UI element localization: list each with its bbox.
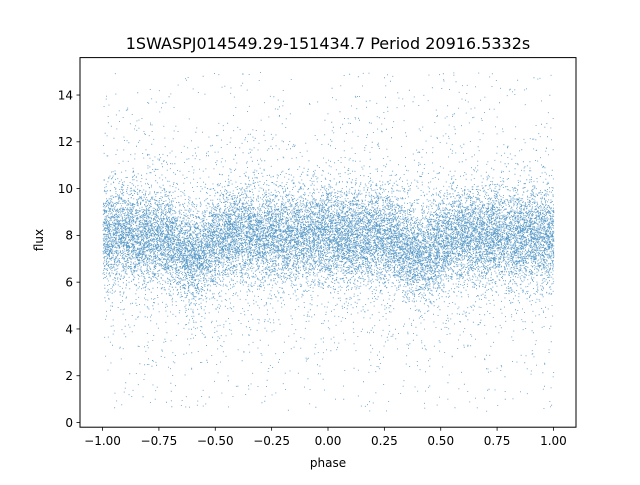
x-tick-label: −0.75 [141, 434, 178, 448]
y-axis: 0 2 4 6 8 10 12 14 [58, 88, 80, 430]
y-tick-label: 6 [65, 275, 73, 289]
chart-title: 1SWASPJ014549.29-151434.7 Period 20916.5… [126, 34, 531, 53]
x-tick-label: 0.25 [371, 434, 398, 448]
y-tick-label: 8 [65, 229, 73, 243]
x-tick-label: −0.25 [253, 434, 290, 448]
x-axis: −1.00 −0.75 −0.50 −0.25 0.00 0.25 0.50 0.75 1.00 [84, 427, 567, 448]
scatter-points [102, 72, 555, 412]
y-tick-label: 12 [58, 135, 73, 149]
x-tick-label: −1.00 [84, 434, 121, 448]
y-tick-label: 10 [58, 182, 73, 196]
y-axis-label: flux [32, 229, 46, 251]
x-tick-label: 0.50 [427, 434, 454, 448]
y-tick-label: 14 [58, 88, 73, 102]
x-tick-label: 1.00 [540, 434, 567, 448]
x-tick-label: 0.75 [484, 434, 511, 448]
x-tick-label: −0.50 [197, 434, 234, 448]
y-tick-label: 4 [65, 322, 73, 336]
scatter-point-cloud [102, 72, 555, 412]
y-tick-label: 0 [65, 416, 73, 430]
y-tick-label: 2 [65, 369, 73, 383]
x-axis-label: phase [310, 456, 346, 470]
x-tick-label: 0.00 [315, 434, 342, 448]
